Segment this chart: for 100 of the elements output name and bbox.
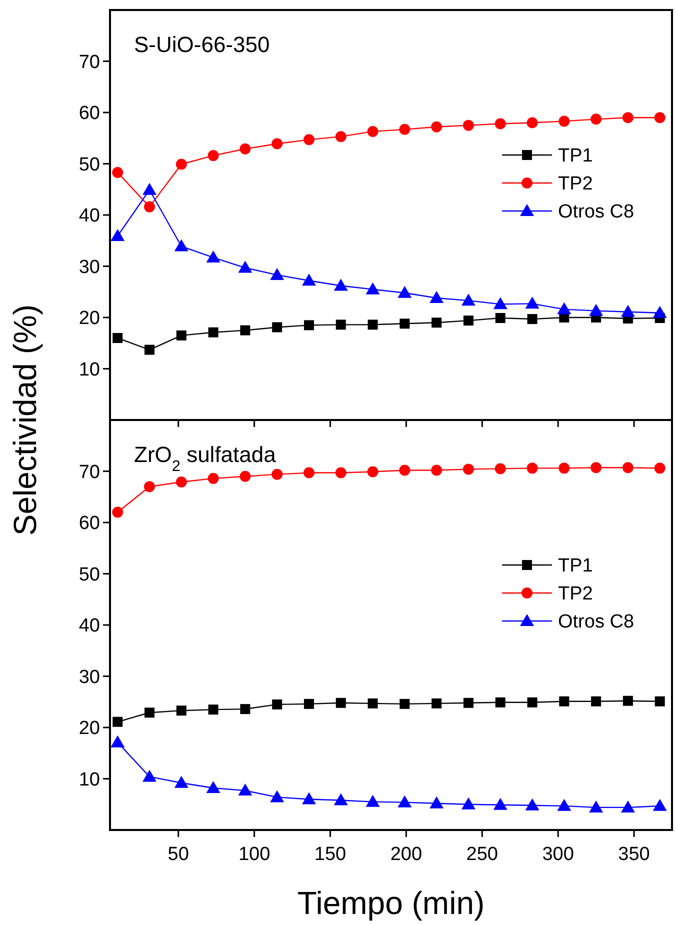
point bbox=[463, 698, 474, 708]
point bbox=[432, 318, 442, 328]
x-tick-label: 50 bbox=[168, 844, 189, 865]
point bbox=[431, 121, 442, 132]
point bbox=[432, 698, 442, 708]
x-axis-title: Tiempo (min) bbox=[297, 885, 485, 921]
point bbox=[174, 239, 188, 252]
point bbox=[463, 316, 474, 326]
point bbox=[302, 274, 316, 286]
point bbox=[430, 291, 444, 304]
point bbox=[208, 327, 218, 338]
point bbox=[591, 696, 602, 706]
point bbox=[367, 466, 378, 478]
point bbox=[622, 462, 634, 474]
point bbox=[272, 699, 282, 710]
y-tick-label: 60 bbox=[78, 513, 100, 534]
point bbox=[238, 784, 252, 796]
point bbox=[495, 697, 506, 708]
legend-label: TP2 bbox=[558, 174, 593, 195]
point bbox=[272, 322, 282, 332]
point bbox=[240, 143, 251, 154]
legend-label: Otros C8 bbox=[558, 202, 634, 223]
point bbox=[270, 790, 284, 802]
point bbox=[462, 120, 474, 131]
point bbox=[270, 268, 284, 280]
point bbox=[400, 698, 410, 709]
point bbox=[557, 302, 572, 314]
point bbox=[176, 158, 187, 170]
point bbox=[174, 776, 188, 788]
y-tick-label: 20 bbox=[78, 308, 100, 330]
point bbox=[398, 286, 412, 298]
point bbox=[461, 294, 476, 306]
point bbox=[654, 112, 666, 124]
point bbox=[620, 800, 635, 812]
y-tick-label: 40 bbox=[78, 616, 100, 637]
point bbox=[494, 463, 506, 474]
legend-label: Otros C8 bbox=[558, 612, 634, 633]
point bbox=[366, 282, 380, 294]
point bbox=[399, 124, 410, 135]
x-tick-label: 200 bbox=[390, 844, 422, 865]
point bbox=[335, 467, 346, 478]
y-tick-label: 50 bbox=[78, 154, 100, 176]
point bbox=[526, 117, 538, 128]
point bbox=[336, 320, 346, 330]
y-tick-label: 20 bbox=[78, 718, 100, 740]
y-tick-label: 40 bbox=[78, 206, 100, 227]
point bbox=[110, 735, 125, 748]
point bbox=[558, 116, 570, 127]
point bbox=[336, 698, 346, 708]
point bbox=[590, 114, 602, 125]
point bbox=[367, 126, 378, 137]
point bbox=[304, 320, 314, 330]
point bbox=[368, 698, 378, 708]
point bbox=[590, 462, 602, 474]
point bbox=[144, 344, 154, 355]
point bbox=[240, 325, 250, 336]
point bbox=[240, 704, 250, 714]
point bbox=[206, 250, 220, 263]
point bbox=[240, 470, 251, 482]
point bbox=[304, 698, 314, 709]
point bbox=[142, 182, 156, 195]
point bbox=[302, 792, 316, 804]
point bbox=[112, 333, 123, 343]
point bbox=[493, 798, 508, 810]
y-tick-label: 30 bbox=[78, 256, 100, 278]
point bbox=[557, 798, 572, 811]
point bbox=[494, 118, 506, 130]
point bbox=[142, 770, 156, 782]
point bbox=[238, 260, 252, 273]
point bbox=[652, 798, 667, 811]
point bbox=[622, 112, 634, 124]
text: S-UiO-66-350 bbox=[134, 32, 270, 57]
legend-label: TP1 bbox=[558, 556, 593, 577]
point bbox=[431, 464, 442, 476]
point bbox=[525, 296, 540, 309]
point bbox=[206, 780, 220, 793]
point bbox=[398, 795, 412, 808]
y-tick-label: 10 bbox=[78, 769, 100, 790]
point bbox=[399, 464, 410, 476]
y-axis-title: Selectividad (%) bbox=[7, 304, 43, 536]
point bbox=[112, 716, 123, 727]
point bbox=[303, 467, 314, 478]
y-tick-label: 70 bbox=[78, 462, 100, 483]
point bbox=[652, 306, 667, 318]
point bbox=[176, 330, 186, 340]
x-tick-label: 300 bbox=[542, 844, 574, 865]
point bbox=[400, 318, 410, 329]
point bbox=[589, 304, 604, 316]
point bbox=[368, 320, 378, 330]
point bbox=[144, 481, 155, 492]
point bbox=[208, 150, 219, 162]
y-tick-label: 10 bbox=[78, 359, 100, 380]
point bbox=[620, 304, 635, 317]
point bbox=[144, 708, 154, 718]
point bbox=[112, 506, 124, 518]
point bbox=[622, 696, 633, 706]
point bbox=[526, 462, 538, 474]
point bbox=[334, 793, 348, 806]
x-tick-label: 350 bbox=[618, 844, 650, 865]
point bbox=[208, 472, 219, 484]
